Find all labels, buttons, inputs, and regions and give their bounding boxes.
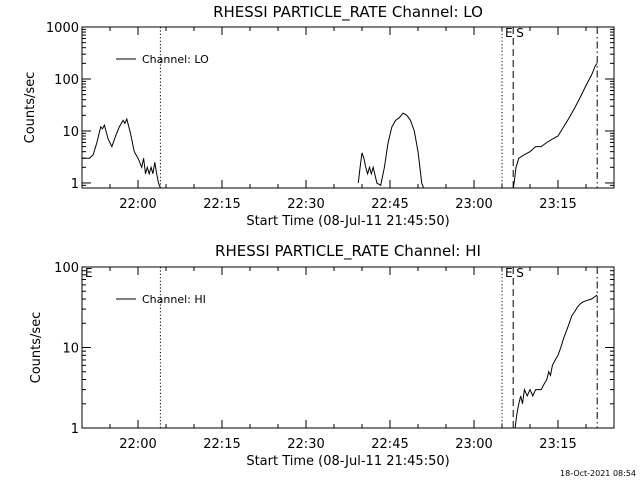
series-line — [514, 294, 598, 428]
series-line — [357, 112, 425, 188]
y-tick-label: 10 — [62, 125, 79, 140]
y-tick-label: 100 — [54, 73, 79, 88]
chart-panel-hi: RHESSI PARTICLE_RATE Channel: HI 22:00 22:… — [29, 242, 615, 469]
event-marker-label: E — [505, 266, 513, 280]
x-tick-label: 23:00 — [455, 437, 492, 452]
event-marker-label: E — [85, 266, 93, 280]
y-axis-label: Counts/sec — [23, 72, 38, 144]
x-tick-label: 22:30 — [287, 197, 324, 212]
x-tick-label: 22:00 — [119, 197, 156, 212]
x-tick-label: 22:15 — [203, 197, 240, 212]
x-tick-label: 23:15 — [539, 197, 576, 212]
x-axis-label: Start Time (08-Jul-11 21:45:50) — [246, 454, 449, 469]
legend-label: Channel: LO — [142, 53, 209, 66]
chart-title: RHESSI PARTICLE_RATE Channel: LO — [213, 3, 483, 22]
event-marker-label: S — [516, 26, 524, 40]
footer-timestamp: 18-Oct-2021 08:54 — [560, 469, 636, 478]
x-tick-label: 22:45 — [371, 437, 408, 452]
y-tick-label: 1 — [71, 177, 79, 192]
y-tick-label: 1 — [71, 422, 79, 437]
y-tick-label: 100 — [54, 261, 79, 276]
legend-label: Channel: HI — [142, 293, 206, 306]
series-line — [82, 117, 161, 188]
x-tick-label: 23:00 — [455, 197, 492, 212]
x-tick-label: 23:15 — [539, 437, 576, 452]
chart-title: RHESSI PARTICLE_RATE Channel: HI — [215, 242, 481, 261]
x-tick-label: 22:30 — [287, 437, 324, 452]
x-tick-label: 22:45 — [371, 197, 408, 212]
x-tick-label: 22:15 — [203, 437, 240, 452]
event-marker-label: E — [505, 26, 513, 40]
x-tick-label: 22:00 — [119, 437, 156, 452]
y-tick-label: 10 — [62, 342, 79, 357]
series-line — [512, 62, 598, 188]
y-tick-label: 1000 — [46, 21, 79, 36]
y-axis-label: Counts/sec — [29, 312, 44, 384]
plot-frame — [81, 26, 615, 189]
event-marker-label: S — [516, 266, 524, 280]
chart-panel-lo: RHESSI PARTICLE_RATE Channel: LO 22:00 22:… — [23, 3, 615, 229]
x-axis-label: Start Time (08-Jul-11 21:45:50) — [246, 214, 449, 229]
plot-frame — [81, 266, 615, 429]
